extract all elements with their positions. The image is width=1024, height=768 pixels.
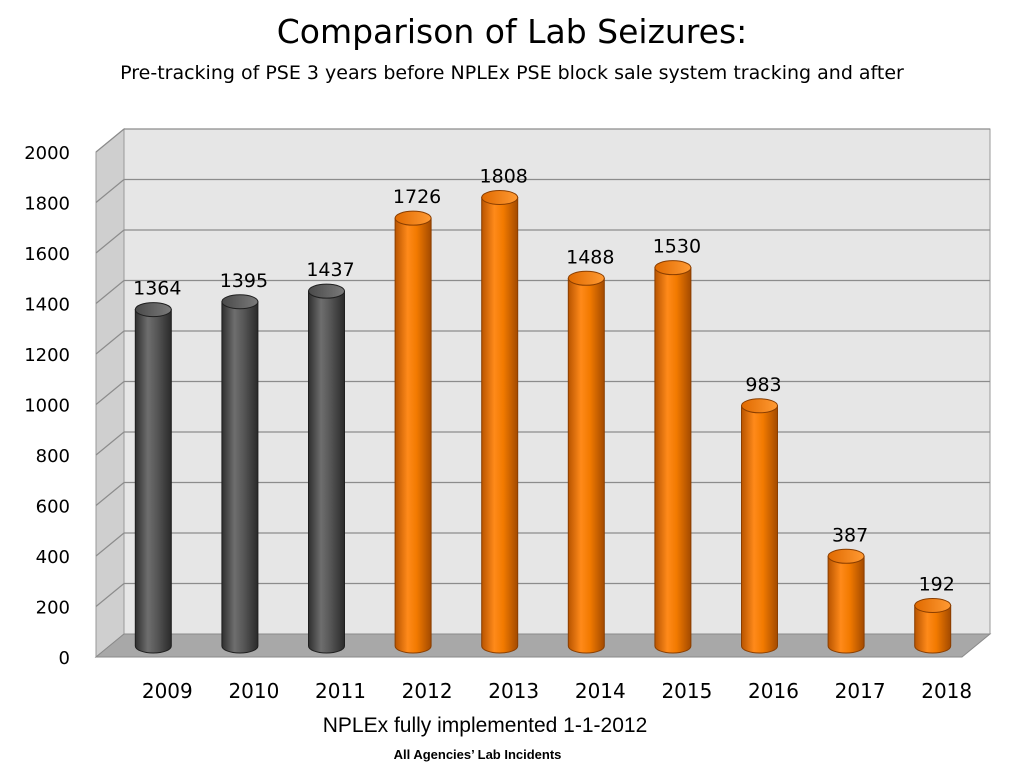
bar [827,548,865,654]
gridline-side [95,482,125,506]
bar-body [308,290,345,654]
bar-body [221,301,259,654]
x-tick-label: 2012 [402,679,453,703]
bar-top [741,398,778,414]
bar-body [654,267,692,654]
x-tick-label: 2017 [835,679,886,703]
y-tick-label: 1400 [24,295,70,316]
chart-subtitle: Pre-tracking of PSE 3 years before NPLEx… [120,62,904,84]
x-tick-label: 2018 [921,679,972,703]
bar [481,189,519,654]
x-tick-label: 2013 [488,679,539,703]
y-tick-label: 1600 [24,244,70,265]
gridline-side [95,381,125,405]
gridline-side [95,431,125,456]
y-tick-label: 200 [36,598,70,619]
x-tick-label: 2015 [661,679,712,703]
y-tick-label: 600 [36,497,70,518]
bar [221,294,259,654]
x-tick-label: 2009 [142,679,193,703]
gridline-side [95,280,125,304]
bar-top [567,270,605,286]
data-label: 1530 [653,236,701,258]
bar-body [394,217,432,654]
bar-top [134,302,172,318]
bar-top [481,189,519,205]
bar [134,302,172,654]
bar-top [827,548,865,564]
y-tick-label: 2000 [24,143,70,164]
y-tick-label: 1800 [24,194,70,215]
bar-top [654,260,692,276]
y-tick-label: 1200 [24,345,70,366]
x-tick-label: 2016 [748,679,799,703]
data-label: 1364 [133,278,181,300]
bar-top [914,598,952,614]
gridline-side [95,128,125,153]
data-label: 1395 [220,270,268,292]
gridline-side [95,532,125,557]
bar [308,283,345,654]
bar-top [221,294,259,310]
bar-top [394,210,432,226]
gridline-side [95,229,125,254]
y-tick-label: 0 [59,648,70,669]
x-axis-label: NPLEx fully implemented 1-1-2012 [322,714,648,737]
gridline-side [95,179,125,203]
bar-body [134,309,172,654]
chart-caption: All Agencies’ Lab Incidents [393,747,562,762]
data-label: 983 [745,374,781,396]
bar-body [741,405,778,654]
bar [654,260,692,654]
x-tick-label: 2014 [575,679,626,703]
data-label: 1726 [393,186,441,208]
bar-body [914,605,952,654]
y-tick-label: 1000 [24,396,70,417]
bar [914,598,952,654]
bar-body [481,196,519,654]
data-label: 192 [919,574,955,596]
y-tick-label: 800 [36,446,70,467]
y-tick-label: 400 [36,547,70,568]
bar-top [308,283,345,299]
data-label: 1437 [306,259,354,281]
x-tick-label: 2011 [315,679,366,703]
x-tick-label: 2010 [228,679,279,703]
bar [741,398,778,654]
chart-title: Comparison of Lab Seizures: [276,12,748,51]
bar [567,270,605,654]
data-label: 1808 [480,165,528,187]
data-label: 1488 [566,246,614,268]
gridline-side [95,330,125,355]
bar-body [567,277,605,654]
bar [394,210,432,654]
data-label: 387 [832,524,868,546]
bar-body [827,555,865,654]
gridline-side [95,583,125,607]
